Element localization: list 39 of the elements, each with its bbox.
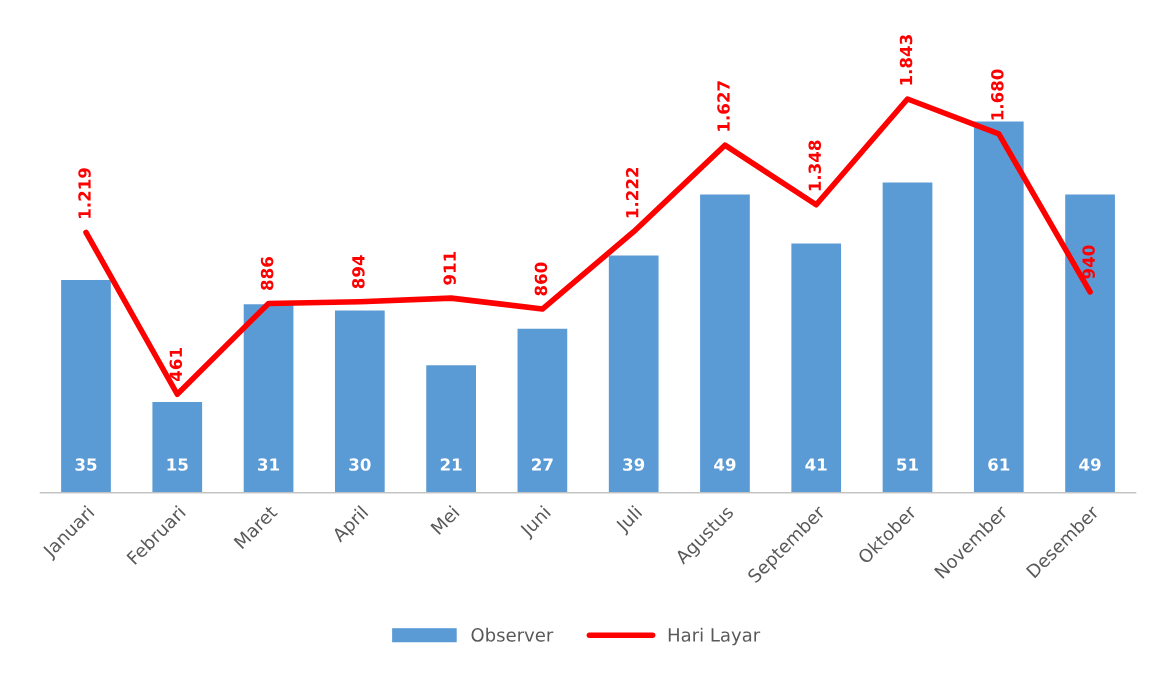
- data-label: 1.219: [78, 168, 91, 218]
- data-label: 911: [443, 251, 456, 285]
- data-label: 49: [714, 458, 736, 471]
- data-label: 1.843: [899, 35, 913, 85]
- bar: [1063, 193, 1117, 493]
- data-label: 27: [532, 458, 553, 471]
- bar: [698, 193, 752, 493]
- bar: [881, 180, 934, 493]
- legend-label: Hari Layar: [668, 627, 761, 646]
- data-label: 1.348: [808, 140, 822, 191]
- bar: [789, 241, 843, 493]
- bar: [333, 309, 387, 493]
- data-label: 461: [169, 348, 183, 382]
- data-label: 860: [534, 262, 548, 296]
- data-label: 39: [623, 458, 645, 471]
- bar: [424, 363, 478, 493]
- data-label: 940: [1082, 245, 1095, 279]
- data-label: 41: [805, 458, 827, 471]
- bar: [59, 278, 113, 493]
- data-label: 49: [1079, 458, 1101, 471]
- data-label: 35: [75, 458, 97, 471]
- data-label: 30: [349, 458, 371, 471]
- data-label: 1.222: [625, 167, 639, 218]
- bar: [972, 120, 1026, 493]
- data-label: 1.627: [717, 81, 730, 131]
- bar: [607, 254, 660, 493]
- data-label: 894: [352, 255, 365, 289]
- data-label: 15: [167, 458, 188, 471]
- data-label: 51: [897, 458, 918, 471]
- data-label: 886: [260, 257, 274, 290]
- bar: [242, 302, 295, 493]
- data-label: 31: [258, 458, 279, 471]
- bar: [516, 327, 569, 493]
- data-label: 61: [988, 458, 1010, 471]
- legend-label: Observer: [471, 627, 554, 642]
- x-tick-label: Mei: [429, 505, 460, 535]
- data-label: 1.680: [991, 69, 1004, 120]
- bar: [151, 400, 204, 493]
- data-label: 21: [440, 458, 462, 471]
